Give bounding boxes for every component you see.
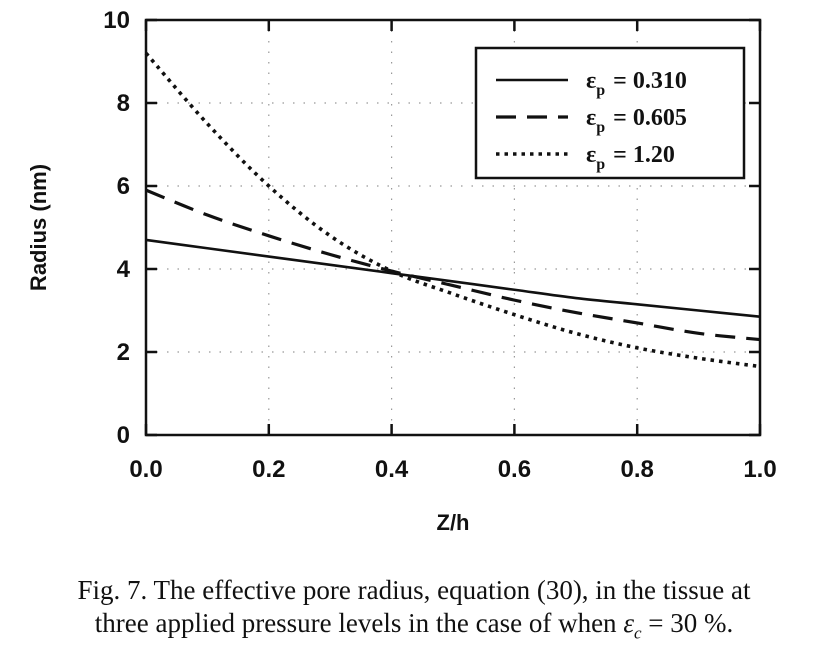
legend-entry-label: εp = 0.310 <box>586 68 687 99</box>
legend-value: = 1.20 <box>613 142 675 168</box>
figure-caption: Fig. 7. The effective pore radius, equat… <box>14 574 814 649</box>
caption-line-2-suffix: = 30 %. <box>641 608 734 638</box>
series-lines <box>144 52 761 369</box>
x-tick-label: 0.4 <box>375 456 409 483</box>
legend-epsilon-symbol: ε <box>586 105 596 131</box>
y-tick-label: 6 <box>117 173 130 200</box>
x-tick-label: 0.2 <box>252 456 285 483</box>
legend-value: = 0.605 <box>613 105 687 131</box>
caption-epsilon-symbol: ε <box>623 608 634 638</box>
legend-epsilon-symbol: ε <box>586 68 596 94</box>
legend-subscript: p <box>596 119 605 136</box>
axis-ticks: 0 2 4 6 8 10 0.0 0.2 0.4 0.6 0.8 1.0 <box>103 7 776 483</box>
legend-subscript: p <box>596 156 605 173</box>
x-tick-label: 0.6 <box>498 456 531 483</box>
y-tick-label: 10 <box>103 7 130 34</box>
y-tick-label: 4 <box>117 256 131 283</box>
caption-line-2-prefix: three applied pressure levels in the cas… <box>94 608 624 638</box>
series-line-dotted <box>144 52 761 369</box>
x-tick-label: 0.8 <box>621 456 654 483</box>
plot-frame <box>144 18 762 437</box>
y-tick-label: 0 <box>117 422 130 449</box>
series-line-dashed <box>145 188 761 342</box>
legend-value: = 0.310 <box>613 68 687 94</box>
y-axis-label: Radius (nm) <box>26 164 51 291</box>
legend-epsilon-symbol: ε <box>586 142 596 168</box>
caption-epsilon-subscript: c <box>633 623 642 643</box>
caption-line-2: three applied pressure levels in the cas… <box>14 607 814 649</box>
y-tick-label: 8 <box>117 90 130 117</box>
legend-entry-label: εp = 1.20 <box>586 142 675 173</box>
x-axis-label: Z/h <box>437 510 470 535</box>
legend-entry-label: εp = 0.605 <box>586 105 687 136</box>
x-tick-label: 0.0 <box>129 456 162 483</box>
x-tick-label: 1.0 <box>743 456 776 483</box>
caption-line-1: Fig. 7. The effective pore radius, equat… <box>77 575 751 605</box>
legend-subscript: p <box>596 82 605 99</box>
legend-box <box>474 46 746 180</box>
y-tick-label: 2 <box>117 339 130 366</box>
series-line-solid <box>145 238 761 319</box>
